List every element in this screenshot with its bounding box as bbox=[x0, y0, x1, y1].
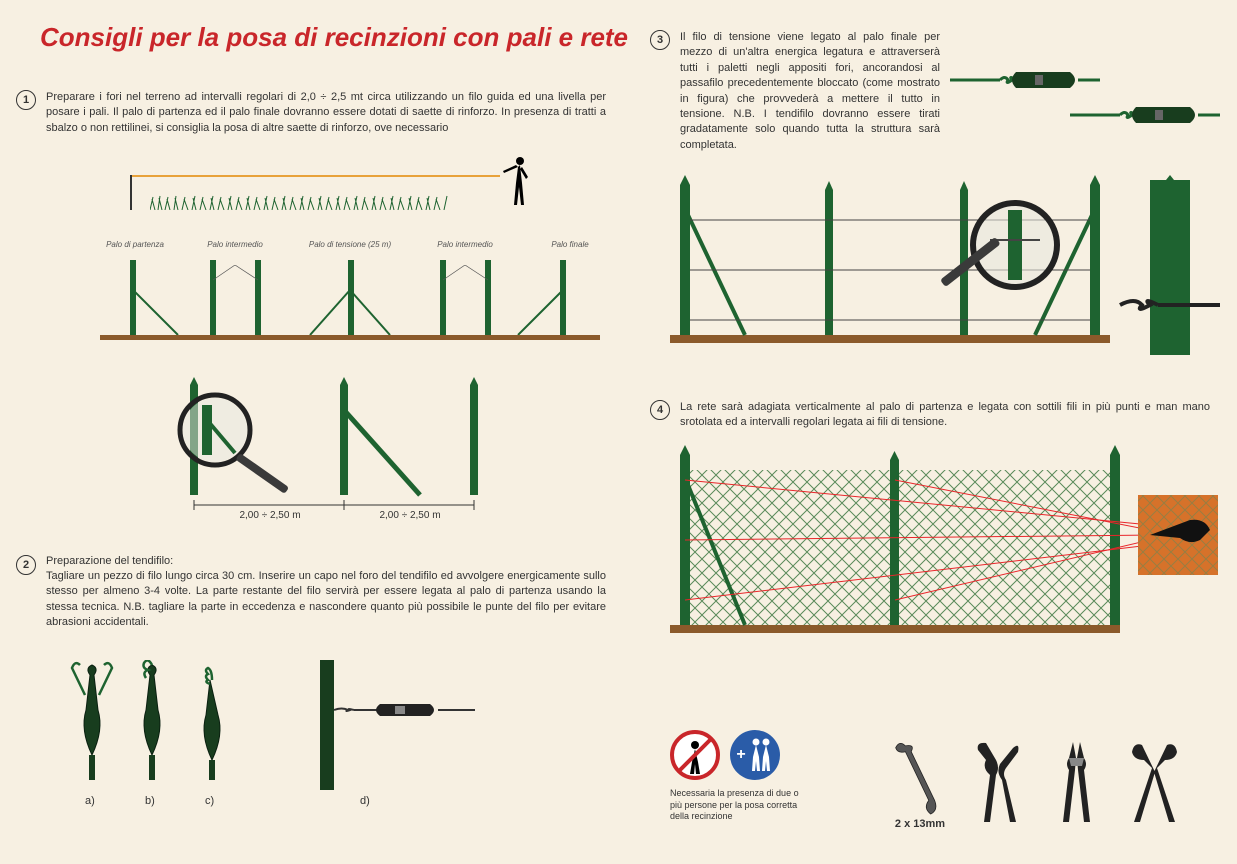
label-tension-post: Palo di tensione (25 m) bbox=[305, 240, 395, 249]
pincers-tool bbox=[1124, 740, 1184, 830]
step-1-number: 1 bbox=[16, 90, 36, 110]
sublabel-d: d) bbox=[360, 795, 370, 807]
sublabel-a: a) bbox=[85, 795, 95, 807]
adjustable-pliers-tool bbox=[968, 740, 1028, 830]
grass-icon bbox=[150, 195, 450, 210]
label-lines-icon bbox=[440, 265, 490, 335]
figure-1c-spacing: 2,00 ÷ 2,50 m 2,00 ÷ 2,50 m bbox=[140, 375, 540, 525]
label-lines-icon bbox=[210, 265, 260, 335]
brace-icon bbox=[515, 275, 565, 335]
sublabel-b: b) bbox=[145, 795, 155, 807]
label-mid-post-1: Palo intermedio bbox=[200, 240, 270, 249]
step-1: 1 Preparare i fori nel terreno ad interv… bbox=[16, 90, 616, 136]
plus-icon: + bbox=[736, 746, 745, 764]
figure-3b-fence-wires bbox=[660, 175, 1220, 355]
person-silhouette-icon bbox=[502, 155, 530, 210]
spacing-diagram-icon bbox=[140, 375, 540, 525]
label-start-post: Palo di partenza bbox=[100, 240, 170, 249]
step-2-heading: Preparazione del tendifilo: bbox=[46, 555, 606, 567]
step-4: 4 La rete sarà adagiata verticalmente al… bbox=[650, 400, 1210, 431]
no-solo-icon bbox=[670, 730, 720, 780]
spacing-label-2: 2,00 ÷ 2,50 m bbox=[370, 510, 450, 521]
brace-double-icon bbox=[305, 275, 395, 335]
brace-icon bbox=[133, 275, 183, 335]
spanner-label: 2 x 13mm bbox=[895, 818, 945, 830]
two-people-icon: + bbox=[730, 730, 780, 780]
spanner-icon bbox=[893, 740, 948, 816]
step-2-text: Tagliare un pezzo di filo lungo circa 30… bbox=[46, 569, 606, 631]
step-4-number: 4 bbox=[650, 400, 670, 420]
safety-note: + Necessaria la presenza di due o più pe… bbox=[670, 730, 840, 823]
step-2-number: 2 bbox=[16, 555, 36, 575]
step-4-text: La rete sarà adagiata verticalmente al p… bbox=[680, 400, 1210, 431]
spacing-label-1: 2,00 ÷ 2,50 m bbox=[230, 510, 310, 521]
figure-2-tensioners: a) b) c) d) bbox=[60, 660, 520, 810]
adjustable-pliers-icon bbox=[968, 740, 1028, 825]
combination-pliers-icon bbox=[1049, 740, 1104, 825]
step-3: 3 Il filo di tensione viene legato al pa… bbox=[650, 30, 940, 153]
figure-4-mesh-install bbox=[660, 440, 1220, 640]
page-title: Consigli per la posa di recinzioni con p… bbox=[40, 22, 628, 53]
combination-pliers-tool bbox=[1046, 740, 1106, 830]
figure-3a-tensioner-closeup bbox=[950, 30, 1220, 160]
safety-text: Necessaria la presenza di due o più pers… bbox=[670, 788, 810, 823]
figure-1a-guideline bbox=[130, 160, 530, 220]
label-mid-post-2: Palo intermedio bbox=[430, 240, 500, 249]
step-2: 2 Preparazione del tendifilo: Tagliare u… bbox=[16, 555, 616, 631]
label-end-post: Palo finale bbox=[540, 240, 600, 249]
sublabel-c: c) bbox=[205, 795, 214, 807]
spanner-tool: 2 x 13mm bbox=[890, 740, 950, 830]
figure-1b-post-layout: Palo di partenza Palo intermedio Palo di… bbox=[60, 240, 600, 360]
step-1-text: Preparare i fori nel terreno ad interval… bbox=[46, 90, 606, 136]
pincers-icon bbox=[1122, 740, 1187, 825]
tools-row: 2 x 13mm bbox=[890, 740, 1220, 830]
step-3-number: 3 bbox=[650, 30, 670, 50]
step-3-text: Il filo di tensione viene legato al palo… bbox=[680, 30, 940, 153]
